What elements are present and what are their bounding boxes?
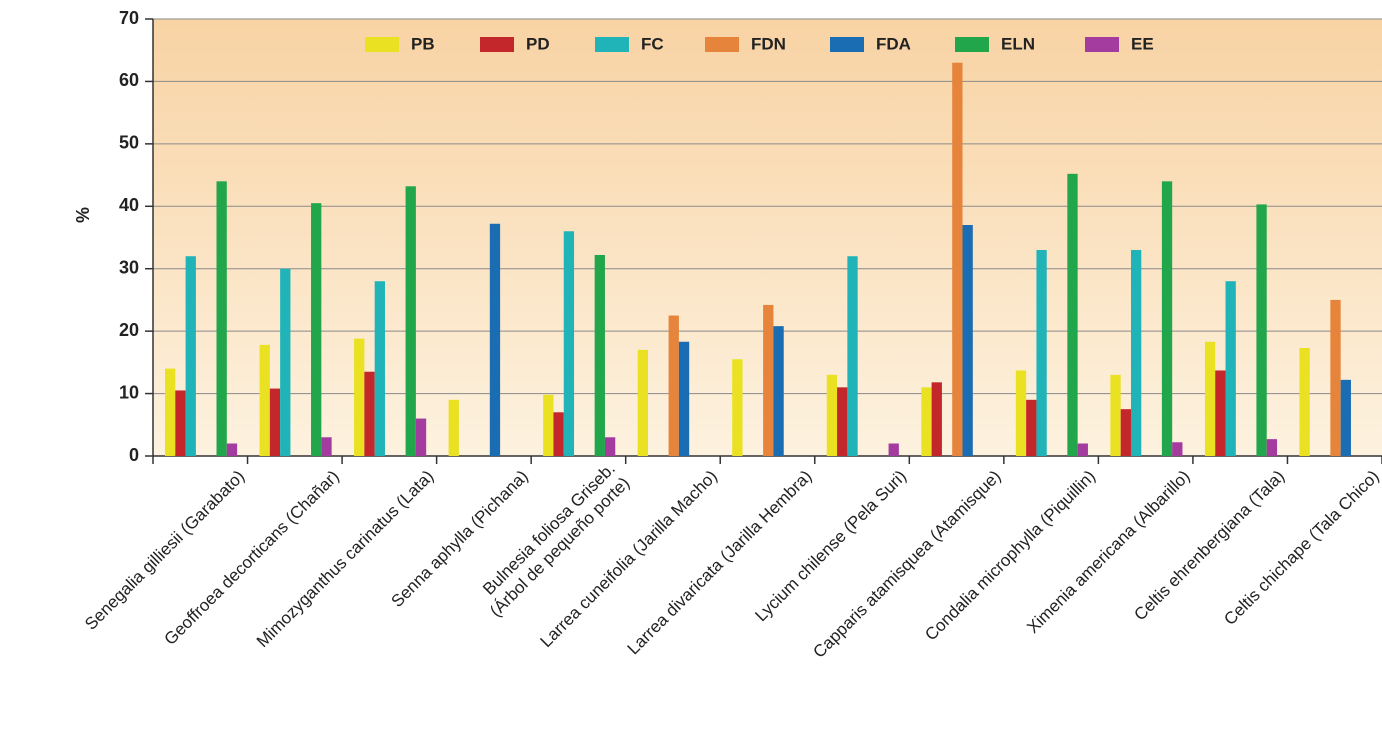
bar <box>354 338 365 456</box>
bar <box>405 186 416 456</box>
legend-label: PB <box>411 34 435 53</box>
bar <box>1077 443 1088 456</box>
legend-swatch <box>1085 37 1119 52</box>
bar <box>594 254 605 456</box>
legend-swatch <box>955 37 989 52</box>
bar <box>415 418 427 456</box>
bar <box>668 315 679 456</box>
x-tick-label: Mimozyganthus carinatus (Lata) <box>253 467 437 651</box>
y-tick-label: 10 <box>119 382 139 402</box>
legend-swatch <box>705 37 739 52</box>
bar <box>931 382 942 456</box>
y-tick-label: 0 <box>129 445 139 465</box>
bar <box>165 368 176 456</box>
legend-swatch <box>595 37 629 52</box>
x-tick-label: Lycium chilense (Pela Suri) <box>751 467 910 626</box>
x-tick-label: Geoffroea decorticans (Chañar) <box>161 467 343 649</box>
bar <box>1299 347 1310 456</box>
bar <box>364 371 375 456</box>
x-tick-label: Larrea divaricata (Jarilla Hembra) <box>624 467 816 659</box>
legend-label: FDN <box>751 34 786 53</box>
bar <box>678 341 690 456</box>
legend-label: ELN <box>1001 34 1035 53</box>
bar <box>1256 204 1267 456</box>
bar <box>847 256 858 456</box>
x-tick-label: Capparis atamisquea (Atamisque) <box>809 467 1004 662</box>
bar <box>1036 249 1047 456</box>
legend-swatch <box>365 37 399 52</box>
bar <box>553 412 564 456</box>
bar <box>226 443 238 456</box>
bar <box>543 394 554 456</box>
bar <box>374 281 385 456</box>
bar <box>1172 442 1183 456</box>
bar <box>1120 409 1131 456</box>
y-axis-label: % <box>73 207 93 223</box>
legend-label: FC <box>641 34 664 53</box>
bar <box>1161 181 1173 457</box>
bar <box>1015 370 1027 456</box>
bar <box>269 388 281 456</box>
y-tick-label: 60 <box>119 70 139 90</box>
bar <box>280 268 291 456</box>
x-tick-label: Bulnesia foliosa Griseb.(Árbol de pequeñ… <box>472 459 634 621</box>
bar <box>175 390 186 456</box>
legend-label: FDA <box>876 34 911 53</box>
bar <box>1266 439 1278 456</box>
x-tick-label: Celtis chichape (Tala Chico) <box>1220 467 1382 629</box>
bar <box>1110 374 1121 456</box>
x-tick-label: Condalia microphylla (Piquillin) <box>921 467 1099 645</box>
bar <box>311 203 322 456</box>
legend-label: EE <box>1131 34 1154 53</box>
bar <box>1340 379 1351 456</box>
bar <box>259 344 270 456</box>
bar <box>921 387 932 456</box>
legend-swatch <box>830 37 864 52</box>
bar <box>826 374 838 456</box>
bar <box>837 387 848 456</box>
bar <box>1330 299 1341 456</box>
bar <box>185 256 196 456</box>
bar <box>1026 399 1037 456</box>
y-tick-label: 50 <box>119 133 139 153</box>
x-tick-label: Ximenia americana (Albarillo) <box>1023 467 1193 637</box>
bar <box>1067 173 1078 456</box>
bar <box>604 437 616 456</box>
y-tick-label: 70 <box>119 8 139 28</box>
legend-label: PD <box>526 34 550 53</box>
y-tick-label: 40 <box>119 195 139 215</box>
bar <box>1225 281 1236 456</box>
legend-swatch <box>480 37 514 52</box>
bar <box>563 231 575 456</box>
y-tick-label: 20 <box>119 320 139 340</box>
bar <box>1130 249 1142 456</box>
bar <box>637 349 648 456</box>
bar <box>489 223 501 456</box>
bar <box>952 62 963 456</box>
x-tick-label: Senegalia gilliesii (Garabato) <box>81 467 248 634</box>
bar <box>888 443 899 456</box>
bar <box>962 225 973 456</box>
bar <box>1215 370 1226 456</box>
bar <box>773 326 784 456</box>
bar <box>448 399 459 456</box>
y-tick-label: 30 <box>119 257 139 277</box>
bar <box>1204 341 1216 456</box>
bar <box>216 181 227 457</box>
x-tick-label: Larrea cuneifolia (Jarilla Macho) <box>536 467 720 651</box>
bar <box>732 359 743 456</box>
bar <box>763 304 774 456</box>
bar <box>321 437 332 456</box>
x-tick-label: Celtis ehrenbergiana (Tala) <box>1130 467 1288 625</box>
